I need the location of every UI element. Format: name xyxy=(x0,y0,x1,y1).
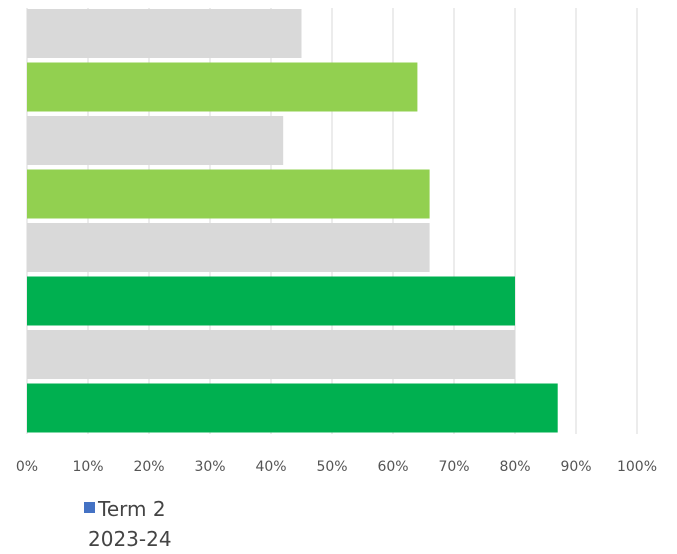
x-tick-label: 90% xyxy=(560,459,591,475)
bar xyxy=(27,276,515,326)
bars xyxy=(27,9,558,433)
x-tick-label: 80% xyxy=(499,459,530,475)
legend-swatch xyxy=(84,502,95,513)
legend-label-line1: Term 2 xyxy=(97,497,166,521)
bar xyxy=(27,62,418,112)
x-tick-label: 60% xyxy=(377,459,408,475)
legend: Term 2 2023-24 xyxy=(84,497,172,551)
x-axis-tick-labels: 0% 10% 20% 30% 40% 50% 60% 70% 80% 90% 100% xyxy=(16,459,657,475)
bar xyxy=(27,9,302,58)
x-tick-label: 40% xyxy=(255,459,286,475)
bar xyxy=(27,330,515,379)
bar xyxy=(27,116,284,165)
bar xyxy=(27,223,430,272)
x-tick-label: 20% xyxy=(133,459,164,475)
x-tick-label: 10% xyxy=(72,459,103,475)
x-tick-label: 30% xyxy=(194,459,225,475)
legend-label-line2: 2023-24 xyxy=(88,527,172,551)
bar xyxy=(27,169,430,219)
bar xyxy=(27,383,558,433)
x-tick-label: 100% xyxy=(617,459,657,475)
x-tick-label: 70% xyxy=(438,459,469,475)
x-tick-label: 50% xyxy=(316,459,347,475)
x-tick-label: 0% xyxy=(16,459,38,475)
